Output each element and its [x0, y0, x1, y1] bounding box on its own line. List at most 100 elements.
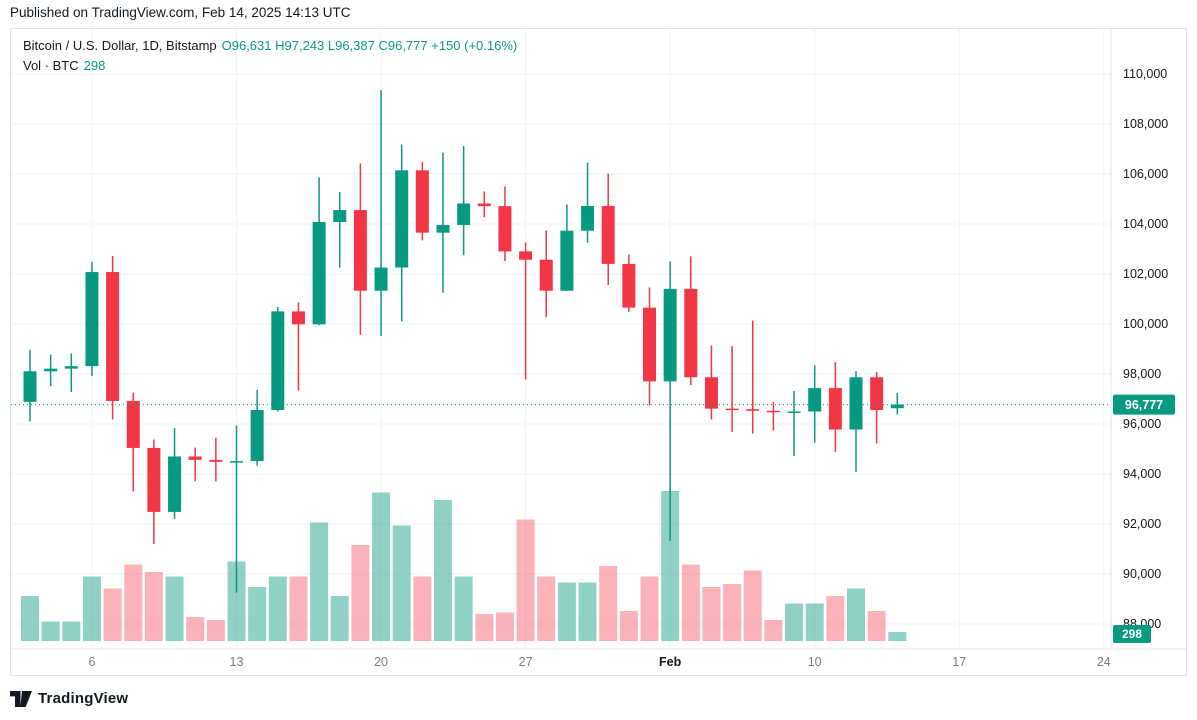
time-axis-label: 20 — [374, 655, 388, 669]
candle-body — [85, 272, 99, 367]
candle-body — [44, 368, 58, 372]
volume-bar — [124, 564, 143, 641]
volume-bar — [764, 620, 783, 641]
tradingview-logo-icon — [10, 690, 32, 707]
last-price-badge — [1113, 394, 1175, 415]
volume-bar — [723, 584, 742, 641]
volume-bar — [372, 492, 391, 641]
volume-bar — [351, 545, 370, 641]
candle-body — [828, 388, 842, 430]
volume-bar — [392, 525, 411, 641]
volume-bar — [310, 522, 329, 641]
legend-row-symbol: Bitcoin / U.S. Dollar, 1D, Bitstamp O96,6… — [23, 36, 517, 56]
candle-body — [23, 371, 37, 402]
volume-bar — [206, 620, 225, 641]
volume-bar — [681, 564, 700, 641]
price-axis-label: 98,000 — [1123, 367, 1161, 381]
price-axis-label: 106,000 — [1123, 167, 1168, 181]
price-axis-label: 102,000 — [1123, 267, 1168, 281]
candle-body — [477, 203, 491, 207]
candle-body — [684, 288, 698, 378]
candles-layer — [23, 90, 904, 593]
legend-row-volume: Vol · BTC 298 — [23, 56, 517, 76]
volume-bar — [413, 576, 432, 641]
chart-legend: Bitcoin / U.S. Dollar, 1D, Bitstamp O96,6… — [23, 36, 517, 76]
candle-body — [870, 377, 884, 411]
volume-bar — [330, 596, 349, 641]
last-price-badge-text: 96,777 — [1125, 398, 1163, 412]
volume-bar — [144, 572, 163, 641]
chart-panel: Bitcoin / U.S. Dollar, 1D, Bitstamp O96,6… — [10, 28, 1187, 676]
volume-bar — [785, 603, 804, 641]
volume-bar — [475, 614, 494, 641]
price-axis-label: 110,000 — [1123, 67, 1167, 81]
candle-body — [374, 267, 388, 291]
volume-bar — [805, 603, 824, 641]
price-axis-label: 100,000 — [1123, 317, 1168, 331]
candle-body — [560, 230, 574, 291]
ohlc-values: O96,631 H97,243 L96,387 C96,777 +150 (+0… — [221, 38, 518, 53]
price-axis-label: 94,000 — [1123, 467, 1161, 481]
time-axis-label: 13 — [230, 655, 244, 669]
candle-body — [333, 210, 347, 223]
candle-body — [808, 388, 822, 412]
candle-body — [415, 170, 429, 233]
candle-body — [106, 272, 120, 401]
volume-bar — [227, 561, 246, 641]
price-axis-label: 90,000 — [1123, 567, 1161, 581]
candle-body — [209, 459, 223, 462]
candle-body — [622, 263, 636, 308]
candle-body — [230, 461, 243, 463]
price-axis-label: 104,000 — [1123, 217, 1168, 231]
time-axis-label: 6 — [88, 655, 95, 669]
price-axis-label: 108,000 — [1123, 117, 1168, 131]
volume-bar — [82, 576, 101, 641]
volume-bar — [847, 588, 865, 641]
volume-bar — [661, 491, 680, 641]
price-axis-labels: 110,000 108,000 106,000 104,000 102,000 100,0… — [1123, 67, 1168, 631]
grid-layer — [11, 29, 1111, 649]
volume-bar — [289, 576, 308, 641]
volume-bar — [743, 570, 762, 641]
candle-body — [168, 456, 182, 512]
candle-body — [539, 259, 553, 291]
time-axis-label: 17 — [952, 655, 966, 669]
volume-bar — [186, 617, 205, 641]
candle-body — [250, 410, 264, 462]
candle-body — [704, 377, 718, 409]
volume-bar — [21, 596, 39, 641]
candle-body — [643, 307, 656, 382]
candle-body — [849, 377, 863, 430]
volume-bar — [599, 566, 618, 641]
symbol-title: Bitcoin / U.S. Dollar, 1D, Bitstamp — [23, 38, 217, 53]
candle-body — [436, 225, 450, 233]
candle-body — [890, 404, 904, 409]
volume-bar — [62, 621, 81, 641]
volume-bar — [454, 576, 473, 641]
candle-body — [787, 411, 801, 413]
volume-badge — [1113, 625, 1151, 643]
volume-value: 298 — [83, 58, 106, 73]
volume-bar — [103, 588, 122, 641]
time-axis-label: 27 — [519, 655, 533, 669]
price-chart: 110,000 108,000 106,000 104,000 102,000 100,0… — [11, 29, 1186, 669]
volume-bar — [41, 621, 60, 641]
candle-body — [581, 205, 595, 231]
candle-body — [291, 311, 305, 325]
volume-label: Vol · BTC — [23, 58, 79, 73]
candle-body — [188, 456, 202, 460]
candle-body — [271, 311, 285, 410]
tradingview-logo-text: TradingView — [38, 690, 129, 707]
time-axis-label: 10 — [808, 655, 822, 669]
candle-body — [766, 410, 780, 413]
volume-bar — [557, 582, 576, 641]
tradingview-logo[interactable]: TradingView — [10, 690, 128, 707]
published-line: Published on TradingView.com, Feb 14, 20… — [10, 5, 351, 20]
volume-bar — [268, 576, 287, 641]
volume-bar — [888, 632, 907, 641]
candle-body — [64, 366, 78, 369]
candle-body — [746, 409, 760, 411]
volume-bar — [640, 576, 659, 641]
volume-layer — [21, 491, 907, 641]
volume-bar — [248, 587, 267, 641]
